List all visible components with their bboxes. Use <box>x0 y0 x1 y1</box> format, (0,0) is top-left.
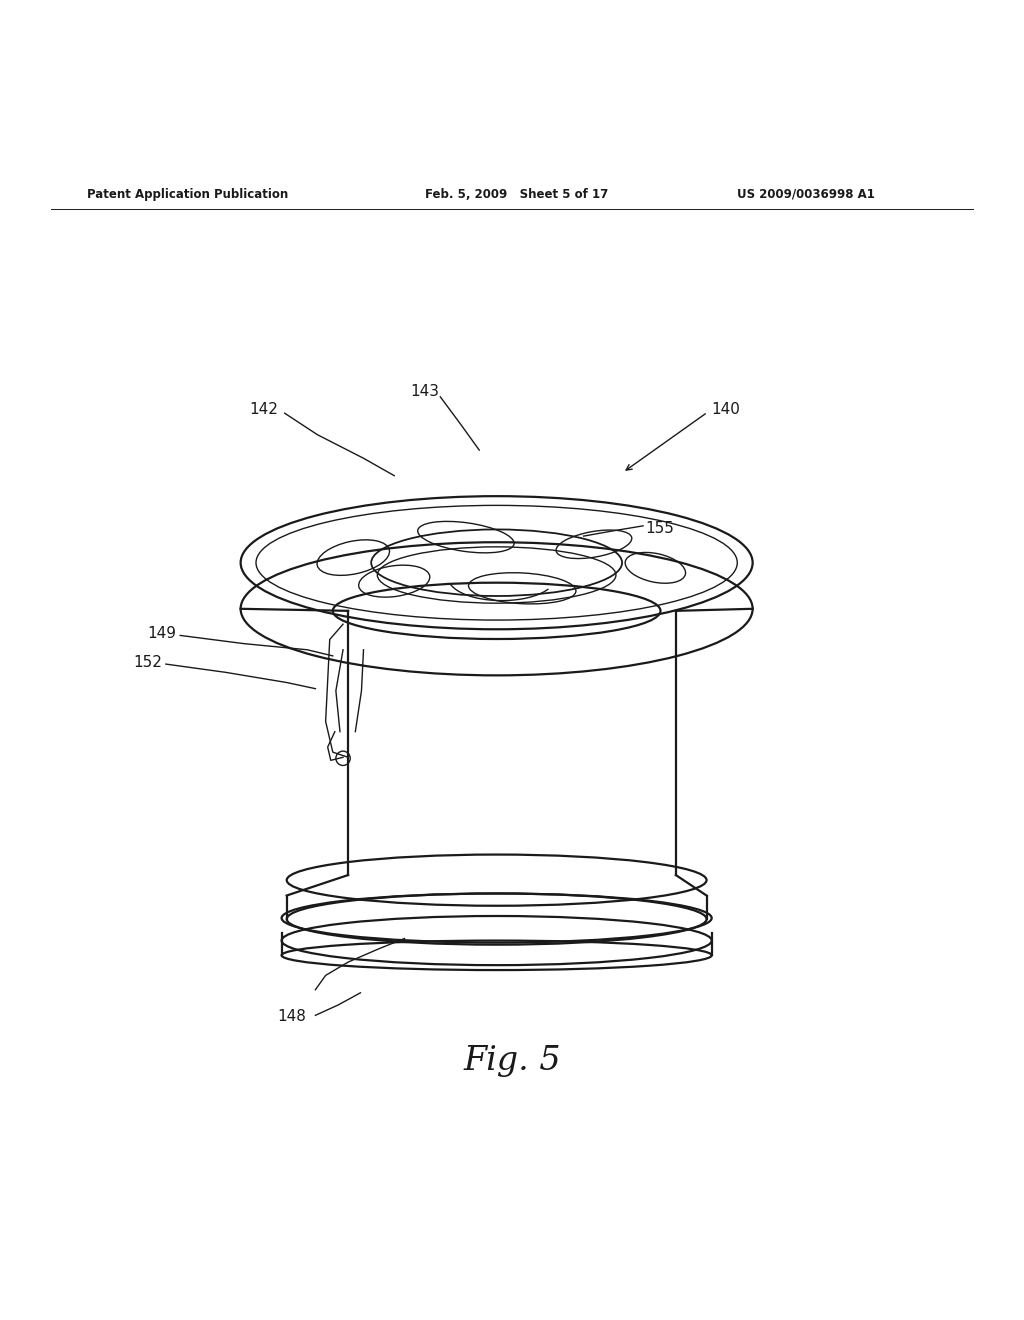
Text: 140: 140 <box>712 401 740 417</box>
Text: 155: 155 <box>645 521 674 536</box>
Text: 143: 143 <box>411 384 439 399</box>
Text: 149: 149 <box>147 626 176 642</box>
Text: Feb. 5, 2009   Sheet 5 of 17: Feb. 5, 2009 Sheet 5 of 17 <box>425 187 608 201</box>
Text: Patent Application Publication: Patent Application Publication <box>87 187 289 201</box>
Text: Fig. 5: Fig. 5 <box>463 1045 561 1077</box>
Text: 152: 152 <box>133 655 162 669</box>
Text: US 2009/0036998 A1: US 2009/0036998 A1 <box>737 187 876 201</box>
Text: 148: 148 <box>278 1008 306 1024</box>
Text: 142: 142 <box>250 401 279 417</box>
